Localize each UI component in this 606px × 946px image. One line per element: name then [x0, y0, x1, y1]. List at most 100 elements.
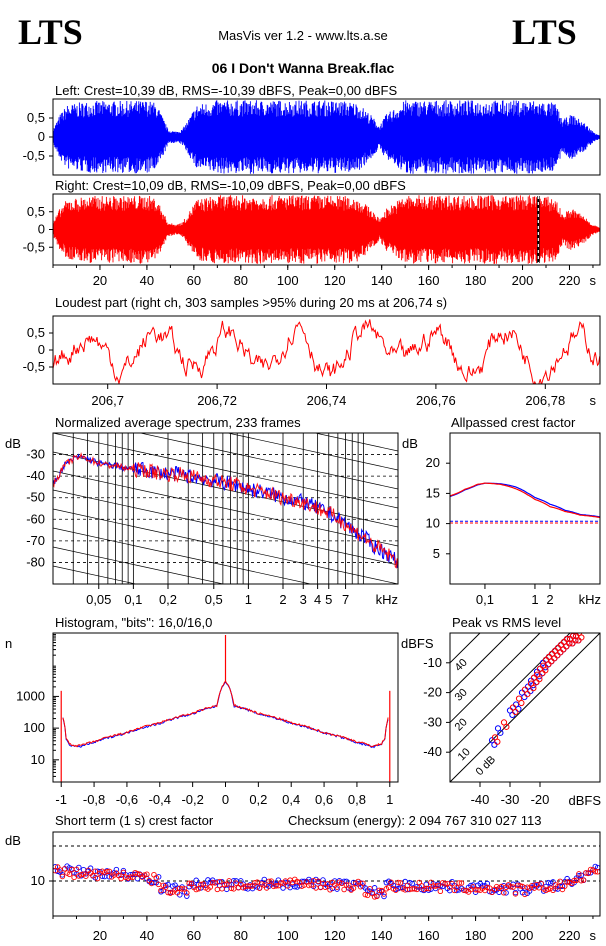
histogram-xtick-label-4: -0,2: [181, 792, 203, 807]
peak-rms-point: [539, 670, 546, 677]
short-crest-point: [376, 887, 383, 894]
waveform-ytick-label-right-0: 0,5: [27, 204, 45, 219]
loudest-waveform: [53, 319, 600, 384]
short-crest-point: [592, 868, 599, 875]
short-crest-point: [341, 886, 347, 893]
left-waveform-title: Left: Crest=10,39 dB, RMS=-10,39 dBFS, P…: [55, 83, 397, 98]
short-crest-y-unit: dB: [5, 833, 21, 848]
peak-rms-point: [563, 643, 570, 650]
histogram-series-1: [62, 680, 389, 748]
short-crest-point: [127, 874, 134, 880]
short-crest-point: [195, 886, 202, 892]
histogram-y-unit: n: [5, 636, 12, 651]
short-crest-point: [59, 873, 66, 880]
short-crest-point: [414, 886, 420, 893]
short-crest-point: [388, 879, 394, 885]
peak-rms-ytick-label-1: -20: [423, 685, 442, 700]
short-crest-point: [181, 886, 188, 892]
spectrum-xtick-label-0: 0,05: [86, 592, 111, 607]
short-crest-point: [266, 878, 272, 885]
short-crest-point: [484, 884, 491, 891]
short-crest-point: [144, 871, 150, 878]
peak-rms-point: [512, 708, 519, 716]
short-crest-point: [148, 880, 155, 887]
peak-rms-diagonal-2: [450, 633, 541, 723]
short-crest-point: [454, 885, 460, 891]
short-crest-point: [576, 872, 582, 879]
short-crest-point: [395, 879, 401, 886]
short-crest-point: [179, 886, 185, 892]
peak-rms-diagonal-label-4: 0 dB: [474, 754, 498, 778]
histogram-xtick-label-3: -0,4: [149, 792, 171, 807]
histogram-ytick-label-1: 100: [23, 720, 45, 735]
waveform-ytick-label-left-0: 0,5: [27, 110, 45, 125]
peak-rms-point: [533, 679, 540, 686]
short-crest-point: [362, 891, 368, 898]
spectrum-ytick-label-5: -80: [26, 554, 45, 569]
short-crest-point: [374, 893, 380, 900]
histogram-xtick-label-5: 0: [222, 792, 229, 807]
loudest-ytick-label-0: 0,5: [27, 325, 45, 340]
short-crest-point: [423, 885, 430, 892]
short-crest-xtick-label-5: 120: [324, 928, 346, 943]
peak-rms-diagonal-label-1: 30: [453, 687, 470, 704]
short-crest-point: [364, 892, 371, 899]
short-crest-point: [339, 880, 345, 887]
peak-rms-point: [524, 690, 531, 698]
app-title: MasVis ver 1.2 - www.lts.a.se: [218, 28, 388, 43]
right-xtick-label-5: 120: [324, 273, 346, 288]
spectrum-xtick-label-7: 4: [314, 592, 321, 607]
spectrum-slope-line: [53, 508, 398, 584]
spectrum-slope-line: [313, 433, 398, 452]
short-crest-point: [308, 882, 314, 888]
short-crest-point: [343, 878, 350, 885]
crest-xtick-label-2: 2: [546, 592, 553, 607]
spectrum-ytick-label-4: -70: [26, 533, 45, 548]
right-xtick-label-0: 20: [93, 273, 107, 288]
short-crest-xtick-label-3: 80: [234, 928, 248, 943]
short-crest-point: [503, 890, 509, 896]
short-crest-point: [104, 868, 110, 875]
short-crest-point: [198, 881, 204, 888]
short-crest-xtick-label-6: 140: [371, 928, 393, 943]
histogram-xtick-label-9: 0,8: [348, 792, 366, 807]
spectrum-slope-line: [53, 565, 138, 584]
peak-rms-xtick-label-1: -30: [501, 792, 520, 807]
short-crest-point: [254, 879, 260, 885]
crest-y-unit: dB: [402, 436, 418, 451]
crest-frame: [449, 432, 601, 585]
waveform-ytick-label-right-2: -0,5: [23, 239, 45, 254]
short-crest-point: [479, 883, 486, 889]
short-crest-point: [223, 886, 230, 893]
short-crest-xtick-label-1: 40: [140, 928, 154, 943]
spectrum-slope-line: [53, 546, 225, 584]
short-crest-point: [580, 877, 587, 883]
peak-rms-point: [578, 634, 585, 641]
short-crest-point: [256, 885, 263, 891]
short-crest-point: [228, 885, 235, 892]
short-crest-point: [517, 883, 523, 889]
spectrum-slope-line: [53, 470, 398, 547]
short-crest-point: [554, 883, 561, 890]
short-crest-point: [83, 873, 89, 879]
peak-rms-point: [557, 649, 564, 656]
short-crest-point: [371, 894, 378, 900]
short-crest-point: [397, 880, 404, 886]
short-crest-point: [280, 885, 286, 891]
short-crest-point: [557, 878, 563, 885]
peak-rms-xtick-label-0: -40: [471, 792, 490, 807]
short-crest-point: [432, 883, 439, 889]
peak-rms-diagonal-4: [450, 633, 600, 782]
short-crest-point: [66, 871, 73, 878]
short-crest-point: [461, 887, 467, 893]
short-crest-point: [510, 884, 516, 890]
waveform-ytick-label-left-2: -0,5: [23, 148, 45, 163]
checksum-label: Checksum (energy): 2 094 767 310 027 113: [288, 813, 541, 828]
spectrum-ytick-label-0: -30: [26, 447, 45, 462]
short-crest-point: [252, 879, 258, 886]
short-crest-point: [385, 884, 392, 891]
peak-rms-point: [491, 741, 498, 748]
peak-rms-xtick-label-2: -20: [531, 792, 550, 807]
short-crest-point: [141, 872, 148, 878]
short-crest-frame: [52, 831, 601, 917]
